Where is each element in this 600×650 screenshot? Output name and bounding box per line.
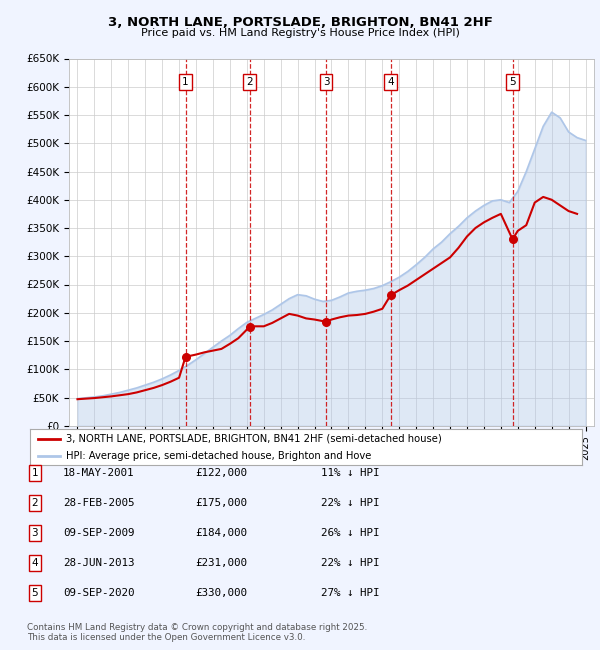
Text: 3, NORTH LANE, PORTSLADE, BRIGHTON, BN41 2HF (semi-detached house): 3, NORTH LANE, PORTSLADE, BRIGHTON, BN41… <box>66 434 442 444</box>
Text: 22% ↓ HPI: 22% ↓ HPI <box>321 498 380 508</box>
Text: 09-SEP-2009: 09-SEP-2009 <box>63 528 134 538</box>
Text: 3, NORTH LANE, PORTSLADE, BRIGHTON, BN41 2HF: 3, NORTH LANE, PORTSLADE, BRIGHTON, BN41… <box>107 16 493 29</box>
Text: £122,000: £122,000 <box>195 468 247 478</box>
Text: HPI: Average price, semi-detached house, Brighton and Hove: HPI: Average price, semi-detached house,… <box>66 451 371 461</box>
Text: 22% ↓ HPI: 22% ↓ HPI <box>321 558 380 568</box>
Text: 26% ↓ HPI: 26% ↓ HPI <box>321 528 380 538</box>
Text: 4: 4 <box>31 558 38 568</box>
Text: 1: 1 <box>182 77 189 87</box>
Text: 2: 2 <box>246 77 253 87</box>
Text: 18-MAY-2001: 18-MAY-2001 <box>63 468 134 478</box>
Text: 3: 3 <box>31 528 38 538</box>
Text: 1: 1 <box>31 468 38 478</box>
Text: £175,000: £175,000 <box>195 498 247 508</box>
Text: £231,000: £231,000 <box>195 558 247 568</box>
Text: £184,000: £184,000 <box>195 528 247 538</box>
Text: 09-SEP-2020: 09-SEP-2020 <box>63 588 134 598</box>
Text: 28-FEB-2005: 28-FEB-2005 <box>63 498 134 508</box>
Text: 5: 5 <box>31 588 38 598</box>
Text: Price paid vs. HM Land Registry's House Price Index (HPI): Price paid vs. HM Land Registry's House … <box>140 28 460 38</box>
Text: Contains HM Land Registry data © Crown copyright and database right 2025.
This d: Contains HM Land Registry data © Crown c… <box>27 623 367 642</box>
Text: 11% ↓ HPI: 11% ↓ HPI <box>321 468 380 478</box>
Text: 4: 4 <box>387 77 394 87</box>
Text: 2: 2 <box>31 498 38 508</box>
Text: 5: 5 <box>509 77 516 87</box>
Text: £330,000: £330,000 <box>195 588 247 598</box>
Text: 3: 3 <box>323 77 329 87</box>
Text: 28-JUN-2013: 28-JUN-2013 <box>63 558 134 568</box>
Text: 27% ↓ HPI: 27% ↓ HPI <box>321 588 380 598</box>
